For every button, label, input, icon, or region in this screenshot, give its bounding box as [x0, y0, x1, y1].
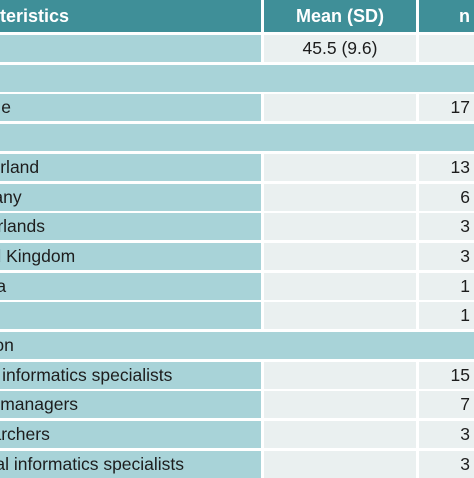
- characteristic-label: rse informatics specialists: [0, 362, 261, 389]
- n-value: 15: [419, 362, 474, 389]
- characteristic-label: try: [0, 124, 474, 151]
- mean-sd-value: [264, 184, 416, 211]
- characteristic-label: ssion: [0, 332, 474, 359]
- n-value: 3: [419, 243, 474, 270]
- mean-sd-value: [264, 391, 416, 418]
- table-row: ly 1: [0, 302, 474, 329]
- table-row: searchers 3: [0, 421, 474, 448]
- characteristic-label: [0, 65, 474, 92]
- table-row: itzerland 13: [0, 154, 474, 181]
- characteristic-label: rmany: [0, 184, 261, 211]
- table-row: ital managers 7: [0, 391, 474, 418]
- table-header: cteristics Mean (SD) n: [0, 0, 474, 32]
- table-row: 45.5 (9.6): [0, 35, 474, 62]
- characteristic-label: searchers: [0, 421, 261, 448]
- mean-sd-value: [264, 421, 416, 448]
- table-row: stria 1: [0, 273, 474, 300]
- characteristic-label: [0, 35, 261, 62]
- n-value: 6: [419, 184, 474, 211]
- characteristic-label: ital managers: [0, 391, 261, 418]
- mean-sd-value: [264, 302, 416, 329]
- n-value: 3: [419, 421, 474, 448]
- table-row: ited Kingdom 3: [0, 243, 474, 270]
- n-value: 1: [419, 273, 474, 300]
- mean-sd-value: [264, 243, 416, 270]
- n-value: 13: [419, 154, 474, 181]
- mean-sd-value: 45.5 (9.6): [264, 35, 416, 62]
- mean-sd-value: [264, 213, 416, 240]
- characteristic-label: ited Kingdom: [0, 243, 261, 270]
- characteristic-label: male: [0, 94, 261, 121]
- header-mean-sd: Mean (SD): [264, 0, 416, 32]
- mean-sd-value: [264, 94, 416, 121]
- table-row: rmany 6: [0, 184, 474, 211]
- header-characteristics: cteristics: [0, 0, 261, 32]
- mean-sd-value: [264, 154, 416, 181]
- characteristic-label: stria: [0, 273, 261, 300]
- mean-sd-value: [264, 362, 416, 389]
- n-value: [419, 35, 474, 62]
- characteristic-label: itzerland: [0, 154, 261, 181]
- section-row: ssion: [0, 332, 474, 359]
- table-row: male 17: [0, 94, 474, 121]
- table-row: therlands 3: [0, 213, 474, 240]
- mean-sd-value: [264, 273, 416, 300]
- n-value: 17: [419, 94, 474, 121]
- characteristic-label: therlands: [0, 213, 261, 240]
- characteristic-label: ly: [0, 302, 261, 329]
- n-value: 1: [419, 302, 474, 329]
- table-row: rse informatics specialists 15: [0, 362, 474, 389]
- n-value: 3: [419, 213, 474, 240]
- header-n: n: [419, 0, 474, 32]
- n-value: 7: [419, 391, 474, 418]
- section-row: try: [0, 124, 474, 151]
- section-row: [0, 65, 474, 92]
